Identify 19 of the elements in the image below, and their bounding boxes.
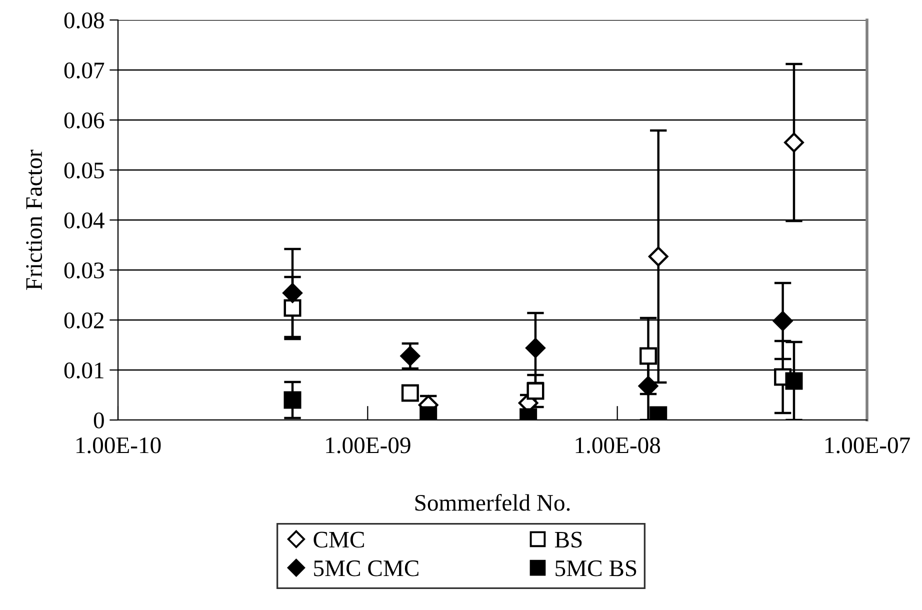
legend-label: BS <box>554 532 582 548</box>
y-tick-label: 0.07 <box>64 62 104 79</box>
x-tick-label: 1.00E-09 <box>326 437 410 454</box>
legend-label: CMC <box>314 532 364 548</box>
x-tick-label: 1.00E-10 <box>76 437 161 454</box>
legend-label: 5MC BS <box>556 560 636 576</box>
y-tick-label: 0.01 <box>64 362 104 379</box>
legend-label: 5MC CMC <box>314 560 418 576</box>
y-tick-label: 0.04 <box>64 212 104 229</box>
y-tick-label: 0.05 <box>64 162 104 179</box>
x-tick-label: 1.00E-07 <box>825 437 910 454</box>
y-tick-label: 0.03 <box>64 262 104 279</box>
y-tick-label: 0.08 <box>64 12 104 29</box>
y-tick-label: 0.02 <box>64 312 104 329</box>
y-tick-label: 0.06 <box>64 112 104 129</box>
x-axis-title: Sommerfeld No. <box>415 494 570 511</box>
y-tick-label: 0 <box>94 412 104 428</box>
x-tick-label: 1.00E-08 <box>576 437 660 454</box>
y-axis-title: Friction Factor <box>26 150 42 290</box>
